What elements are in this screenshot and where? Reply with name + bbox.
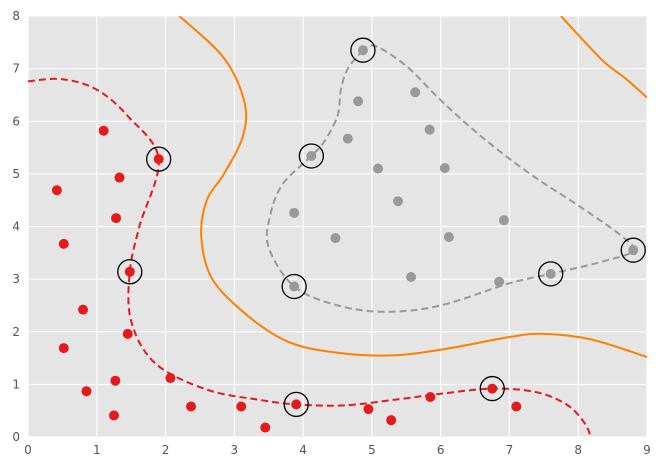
- gray-point: [424, 124, 435, 135]
- support-vector-ring: [298, 143, 325, 169]
- red-point: [153, 154, 164, 165]
- gray-point: [439, 163, 450, 174]
- grid: [27, 15, 648, 438]
- x-tick-label: 4: [299, 443, 307, 457]
- support-vector-ring: [283, 391, 309, 418]
- gray-point: [410, 87, 421, 98]
- x-tick-label: 1: [93, 443, 101, 457]
- red-point: [110, 375, 121, 386]
- gray-point: [357, 45, 368, 56]
- gray-point: [545, 268, 556, 279]
- y-tick-label: 1: [12, 377, 20, 391]
- red-point: [487, 383, 498, 394]
- x-tick-label: 7: [506, 443, 514, 457]
- contour-orange-boundary-left: [178, 16, 647, 358]
- gray-point: [330, 233, 341, 244]
- data-points: [51, 45, 639, 433]
- x-tick-label: 2: [162, 443, 170, 457]
- contour-orange-boundary-right: [560, 16, 647, 99]
- gray-point: [373, 163, 384, 174]
- support-vector-rings: [117, 37, 646, 418]
- support-vector-ring: [281, 273, 307, 300]
- gray-point: [353, 96, 364, 107]
- red-point: [98, 125, 109, 136]
- red-point: [165, 373, 176, 384]
- red-point: [58, 343, 69, 354]
- red-point: [78, 304, 89, 315]
- contour-red-boundary: [28, 77, 592, 437]
- y-tick-label: 7: [12, 62, 20, 76]
- gray-point: [342, 133, 353, 144]
- gray-point: [406, 272, 417, 283]
- x-tick-label: 5: [368, 443, 376, 457]
- support-vector-ring: [538, 261, 564, 287]
- red-point: [81, 386, 92, 397]
- gray-point: [306, 150, 317, 161]
- gray-point: [443, 232, 454, 243]
- red-point: [511, 401, 522, 412]
- y-tick-label: 0: [12, 430, 20, 444]
- red-point: [425, 392, 436, 403]
- red-point: [186, 401, 197, 412]
- red-point: [386, 415, 397, 426]
- y-tick-label: 6: [12, 114, 20, 128]
- gray-point: [498, 215, 509, 226]
- x-tick-label: 3: [231, 443, 239, 457]
- red-point: [51, 185, 62, 196]
- y-tick-label: 5: [12, 167, 20, 181]
- x-tick-label: 0: [24, 443, 32, 457]
- gray-point: [494, 276, 505, 287]
- contour-gray-boundary: [265, 44, 635, 313]
- support-vector-ring: [350, 37, 376, 63]
- red-point: [363, 404, 374, 415]
- red-point: [291, 399, 302, 410]
- red-point: [124, 266, 135, 277]
- x-tick-label: 6: [437, 443, 445, 457]
- gray-point: [289, 207, 300, 218]
- red-point: [114, 172, 125, 183]
- red-point: [58, 238, 69, 249]
- support-vector-ring: [117, 259, 143, 285]
- y-tick-label: 2: [12, 325, 20, 339]
- y-tick-label: 3: [12, 272, 20, 286]
- support-vector-ring: [479, 375, 505, 402]
- x-tick-label: 9: [643, 443, 651, 457]
- y-tick-label: 4: [12, 220, 20, 234]
- support-vector-ring: [620, 237, 646, 263]
- x-tick-label: 8: [574, 443, 582, 457]
- gray-point: [393, 196, 404, 207]
- red-point: [108, 410, 119, 421]
- red-point: [236, 401, 247, 412]
- tick-labels: 0 1 2 3 4 5 6 7 8 9 0 1 2 3 4 5 6 7 8: [12, 9, 650, 457]
- red-point: [111, 213, 122, 224]
- support-vector-ring: [146, 146, 172, 172]
- red-point: [260, 422, 271, 433]
- y-tick-label: 8: [12, 9, 20, 23]
- gray-point: [289, 281, 300, 292]
- decision-contours: [28, 16, 647, 437]
- gray-point: [628, 245, 639, 256]
- red-point: [122, 328, 133, 339]
